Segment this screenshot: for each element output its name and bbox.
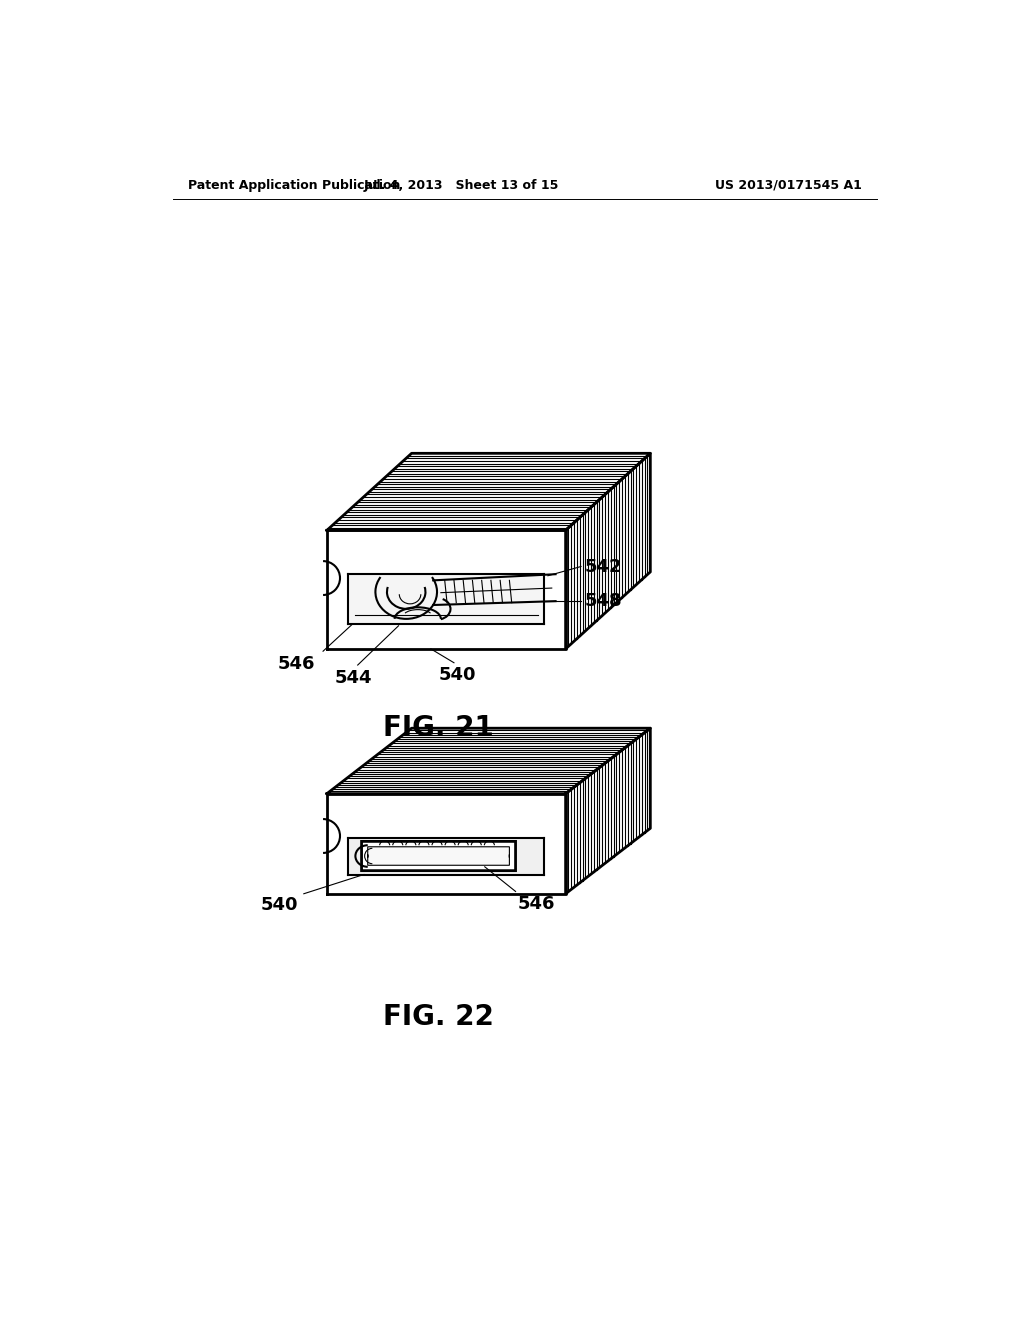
Text: 546: 546 [518, 895, 555, 912]
Text: Jul. 4, 2013   Sheet 13 of 15: Jul. 4, 2013 Sheet 13 of 15 [364, 178, 559, 191]
Polygon shape [327, 531, 565, 649]
Text: 548: 548 [585, 593, 623, 610]
Text: FIG. 22: FIG. 22 [383, 1003, 494, 1031]
Text: 540: 540 [439, 665, 476, 684]
Text: US 2013/0171545 A1: US 2013/0171545 A1 [715, 178, 862, 191]
Text: 540: 540 [260, 896, 298, 913]
Text: Patent Application Publication: Patent Application Publication [188, 178, 400, 191]
Text: FIG. 21: FIG. 21 [383, 714, 494, 742]
Text: 544: 544 [335, 669, 373, 686]
Text: 542: 542 [585, 557, 623, 576]
Polygon shape [348, 552, 544, 574]
Polygon shape [348, 838, 544, 875]
PathPatch shape [361, 841, 515, 871]
Polygon shape [327, 793, 565, 894]
Polygon shape [565, 453, 650, 649]
Text: 546: 546 [278, 655, 315, 673]
Polygon shape [565, 729, 650, 894]
Polygon shape [348, 574, 544, 624]
Polygon shape [327, 453, 650, 531]
Polygon shape [327, 729, 650, 793]
PathPatch shape [368, 847, 509, 866]
